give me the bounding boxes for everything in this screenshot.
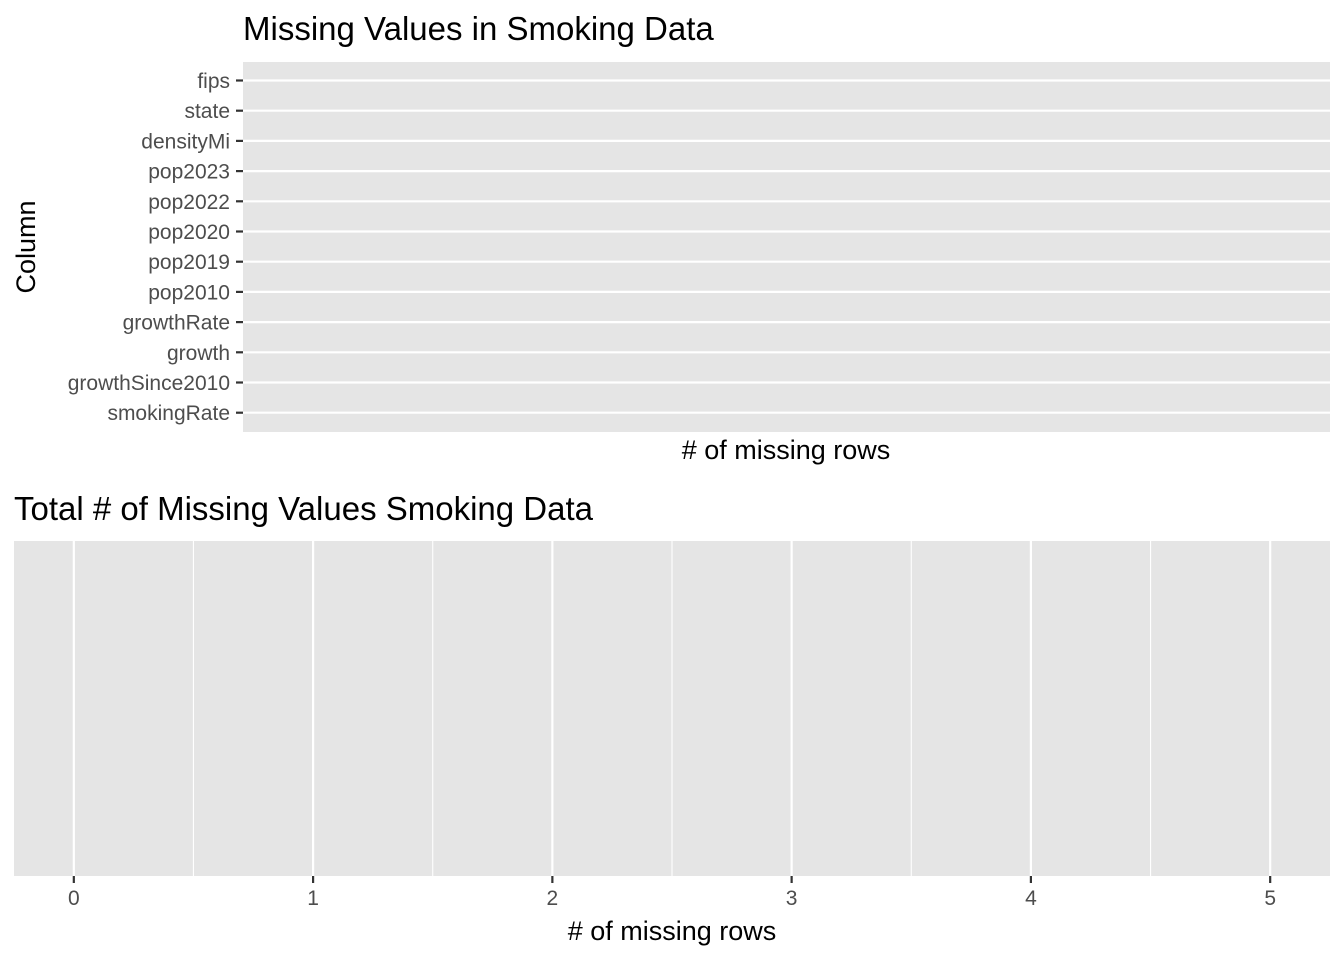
chart2-x-tick-label: 0 — [68, 887, 80, 910]
chart2-x-tick-label: 2 — [547, 887, 559, 910]
chart1-y-tick-label: pop2023 — [148, 161, 230, 184]
chart1-y-tick-label: densityMi — [141, 130, 230, 153]
chart1-title: Missing Values in Smoking Data — [243, 10, 714, 47]
chart2-x-tick-label: 1 — [307, 887, 319, 910]
chart1-y-tick-label: state — [184, 100, 230, 123]
chart1-y-tick-label: fips — [197, 70, 230, 93]
total-missing-chart: Total # of Missing Values Smoking Data 0… — [14, 490, 1330, 946]
chart1-y-tick-label: pop2020 — [148, 221, 230, 244]
chart2-x-tick-label: 4 — [1025, 887, 1037, 910]
chart1-plot-background — [243, 62, 1330, 432]
chart1-gridlines — [243, 79, 1330, 414]
chart1-y-tick-label: growthSince2010 — [68, 372, 230, 395]
chart2-gridlines — [72, 541, 1272, 876]
chart1-y-ticks — [236, 79, 243, 414]
chart1-y-tick-label: growthRate — [123, 312, 230, 335]
chart1-y-tick-labels: fips state densityMi pop2023 pop2022 pop2020 p… — [68, 70, 230, 425]
chart1-y-tick-label: pop2019 — [148, 251, 230, 274]
missing-by-column-chart: Missing Values in Smoking Data fips state… — [11, 10, 1330, 465]
chart1-x-axis-title: # of missing rows — [682, 435, 891, 465]
chart2-title: Total # of Missing Values Smoking Data — [14, 490, 594, 527]
chart1-y-tick-label: growth — [167, 342, 230, 365]
chart1-y-tick-label: pop2022 — [148, 191, 230, 214]
chart2-x-ticks — [72, 876, 1272, 883]
chart1-y-axis-title: Column — [11, 200, 41, 293]
chart2-x-tick-labels: 0 1 2 3 4 5 — [68, 887, 1276, 910]
chart2-x-tick-label: 3 — [786, 887, 798, 910]
chart2-x-axis-title: # of missing rows — [568, 916, 777, 946]
chart2-x-tick-label: 5 — [1264, 887, 1276, 910]
chart1-y-tick-label: smokingRate — [107, 402, 230, 425]
chart1-y-tick-label: pop2010 — [148, 281, 230, 304]
